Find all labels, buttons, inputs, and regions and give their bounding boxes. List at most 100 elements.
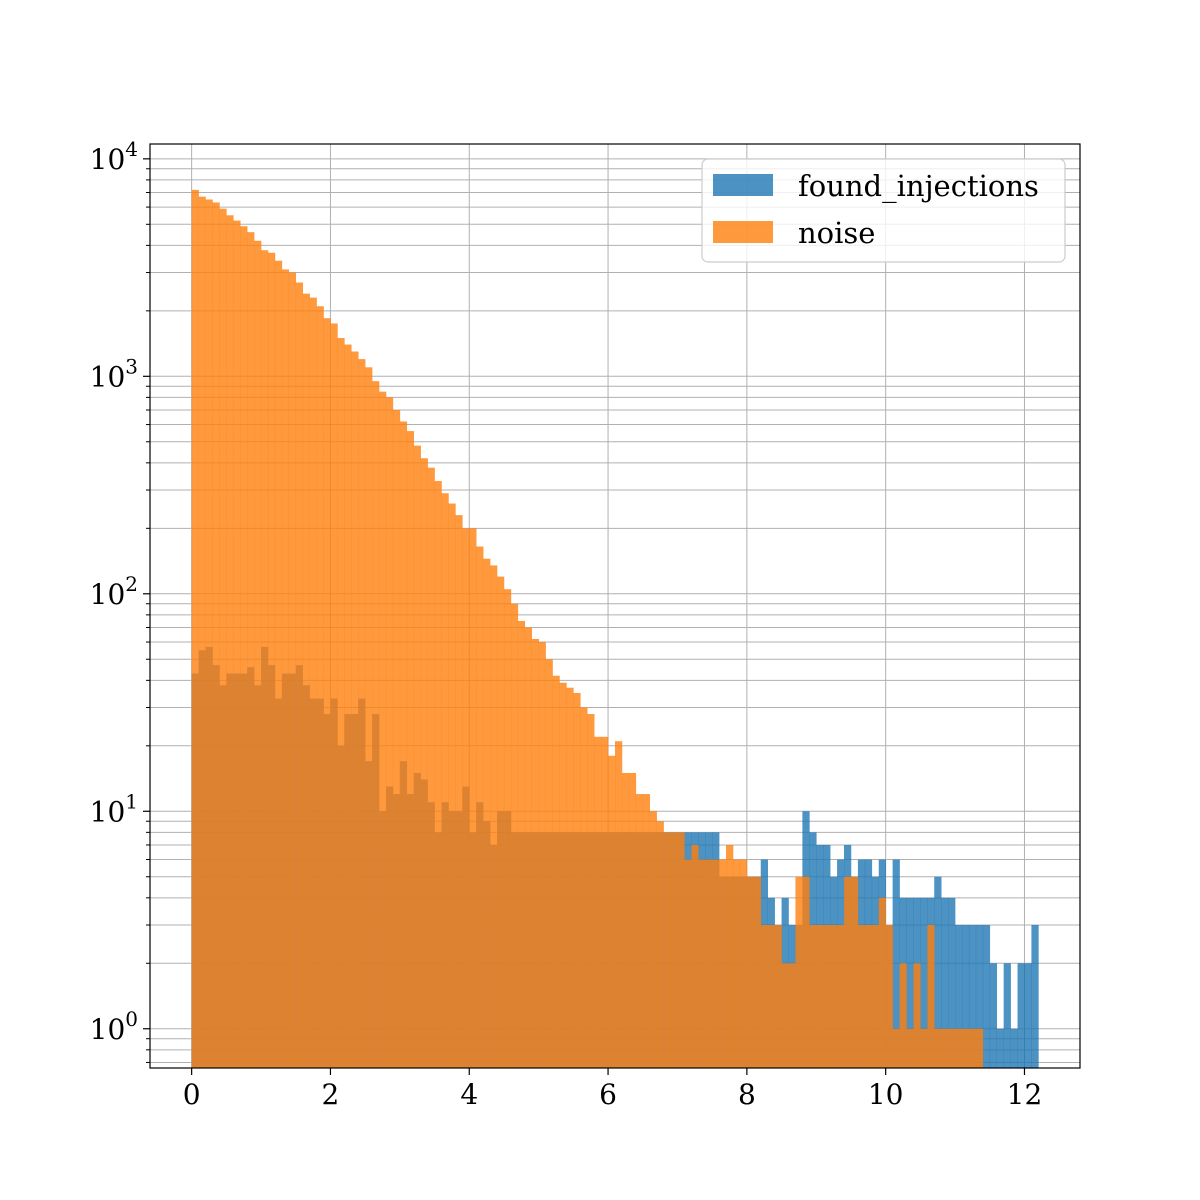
bar-noise: [545, 659, 553, 1068]
bar-noise: [531, 638, 539, 1068]
bar-noise: [948, 1028, 956, 1068]
bar-found-injections: [1024, 963, 1032, 1068]
bar-noise: [767, 924, 775, 1068]
bar-noise: [288, 272, 297, 1068]
bar-noise: [406, 431, 415, 1068]
bar-noise: [267, 252, 276, 1068]
bar-noise: [878, 897, 886, 1068]
bar-noise: [823, 924, 831, 1068]
bar-found-injections: [955, 924, 963, 1068]
legend-box: [701, 158, 1066, 263]
bar-noise: [857, 924, 866, 1068]
bar-noise: [191, 189, 199, 1068]
bar-noise: [379, 391, 387, 1068]
bar-noise: [906, 1028, 914, 1068]
x-tick-label: 2: [322, 1078, 340, 1111]
y-tick-label: 103: [90, 354, 138, 393]
bar-noise: [205, 199, 213, 1069]
bar-noise: [705, 859, 713, 1068]
bar-noise: [580, 707, 588, 1068]
histogram-bars: [191, 189, 1039, 1069]
y-tick-label: 100: [90, 1007, 138, 1046]
bar-found-injections: [906, 897, 914, 1068]
bar-noise: [892, 1028, 900, 1068]
bar-noise: [573, 692, 581, 1068]
legend: found_injections noise: [701, 158, 1066, 263]
bar-noise: [809, 924, 817, 1068]
bar-noise: [739, 859, 748, 1068]
bar-noise: [955, 1028, 963, 1068]
bar-noise: [684, 859, 692, 1068]
bar-noise: [663, 832, 671, 1068]
x-tick-label: 8: [738, 1078, 756, 1111]
bar-noise: [719, 859, 727, 1068]
bar-noise: [337, 338, 345, 1068]
bar-noise: [254, 240, 262, 1068]
bar-noise: [510, 603, 519, 1068]
bar-noise: [212, 202, 220, 1068]
bar-noise: [483, 558, 491, 1068]
bar-noise: [358, 359, 366, 1068]
bar-noise: [316, 306, 324, 1068]
bar-noise: [608, 755, 616, 1068]
bar-noise: [635, 794, 644, 1068]
bar-noise: [691, 844, 699, 1068]
bar-noise: [642, 794, 651, 1068]
bar-noise: [365, 367, 373, 1068]
bar-found-injections: [968, 924, 977, 1068]
bar-noise: [844, 876, 852, 1068]
bar-found-injections: [975, 924, 984, 1068]
bar-noise: [594, 736, 602, 1068]
y-tick-label: 102: [90, 572, 138, 611]
bar-noise: [372, 381, 380, 1068]
bar-noise: [968, 1028, 977, 1068]
bar-noise: [233, 220, 241, 1069]
bar-noise: [281, 269, 290, 1068]
bar-noise: [899, 963, 907, 1068]
bar-noise: [913, 963, 921, 1068]
bar-noise: [781, 963, 789, 1068]
bar-found-injections: [1031, 924, 1039, 1068]
bar-noise: [795, 876, 803, 1068]
series-noise: [191, 189, 984, 1069]
bar-noise: [885, 924, 893, 1068]
bar-found-injections: [1003, 963, 1011, 1068]
bar-noise: [920, 1028, 928, 1068]
bar-noise: [753, 876, 762, 1068]
axis-ticks: 0 2 4 6 8 10 12 100 101 102 103 104: [90, 137, 1043, 1111]
bar-found-injections: [934, 876, 942, 1068]
bar-found-injections: [948, 897, 956, 1068]
bar-noise: [344, 344, 352, 1069]
bar-noise: [746, 876, 755, 1068]
bar-noise: [621, 772, 630, 1068]
bar-noise: [295, 282, 303, 1068]
bar-found-injections: [989, 963, 998, 1068]
bar-noise: [219, 208, 227, 1068]
bar-noise: [247, 232, 255, 1069]
bar-noise: [517, 620, 526, 1068]
bar-noise: [864, 924, 873, 1068]
bar-noise: [309, 297, 317, 1069]
bar-noise: [802, 876, 810, 1068]
bar-noise: [240, 226, 248, 1068]
bar-noise: [649, 811, 657, 1068]
axes-frame: [149, 143, 1081, 1069]
bar-noise: [448, 503, 456, 1069]
bar-noise: [837, 924, 845, 1068]
bar-noise: [962, 1028, 970, 1068]
bar-noise: [469, 528, 477, 1068]
bar-noise: [788, 963, 796, 1068]
bar-noise: [712, 859, 720, 1068]
bar-noise: [330, 323, 338, 1068]
bar-noise: [677, 832, 685, 1068]
bar-noise: [760, 924, 768, 1068]
legend-swatch-noise: [713, 221, 773, 243]
bar-noise: [816, 924, 824, 1068]
bar-noise: [927, 924, 935, 1068]
bar-noise: [871, 924, 880, 1068]
bar-noise: [302, 293, 310, 1068]
bar-noise: [615, 741, 623, 1068]
bar-noise: [323, 318, 331, 1068]
bar-noise: [427, 467, 435, 1068]
